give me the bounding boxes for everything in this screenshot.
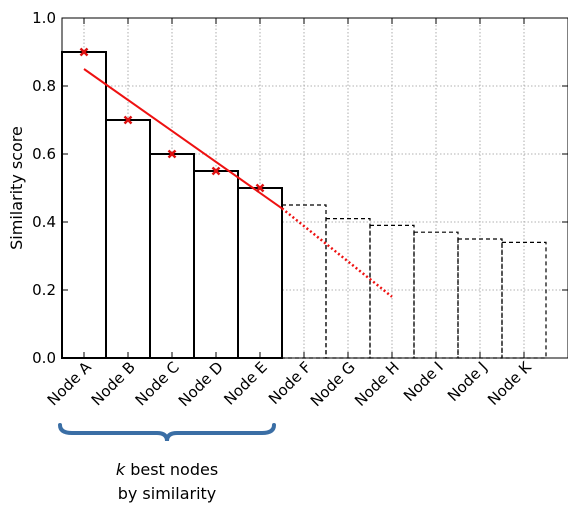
trend-line-dotted (281, 207, 393, 298)
marker-x-icon (167, 149, 177, 159)
y-tick-label: 0.8 (32, 77, 56, 95)
x-tick-label: Node E (220, 358, 270, 408)
x-tick-label: Node B (88, 358, 139, 409)
bars (61, 51, 547, 359)
annotation-line-1-rest: best nodes (125, 460, 218, 479)
marker-stroke (123, 115, 133, 125)
bar-node-b (105, 119, 151, 359)
bar-node-d (193, 170, 239, 359)
y-tick-label: 1.0 (32, 9, 56, 27)
x-tick-label: Node G (307, 358, 359, 410)
bar-node-a (61, 51, 107, 359)
y-axis-label: Similarity score (7, 126, 26, 250)
marker-stroke (211, 166, 221, 176)
annotation-k-symbol: k (116, 460, 126, 479)
y-tick-label: 0.0 (32, 349, 56, 367)
y-tick-label: 0.4 (32, 213, 56, 231)
x-tick-label: Node K (484, 357, 536, 409)
y-tick-label: 0.6 (32, 145, 56, 163)
annotation-line-1: k best nodes (116, 460, 218, 479)
x-tick-label: Node F (265, 358, 315, 408)
marker-x-icon (123, 115, 133, 125)
annotation-line-2: by similarity (118, 484, 217, 503)
marker-x-icon (79, 47, 89, 57)
curly-brace-icon (58, 423, 276, 442)
marker-stroke (79, 47, 89, 57)
x-tick-label: Node C (132, 358, 183, 409)
trend-line-solid (83, 68, 283, 210)
marker-x-icon (255, 183, 265, 193)
y-tick-label: 0.2 (32, 281, 56, 299)
score-markers (79, 47, 265, 193)
marker-x-icon (211, 166, 221, 176)
bar-node-k (501, 241, 547, 359)
marker-stroke (167, 149, 177, 159)
x-tick-label: Node H (351, 358, 403, 410)
trend-line (83, 68, 393, 298)
y-axis-ticks: 0.0 0.2 0.4 0.6 0.8 1.0 (32, 9, 568, 367)
marker-stroke (255, 183, 265, 193)
bar-node-e (237, 187, 283, 359)
x-tick-label: Node D (175, 358, 227, 410)
x-tick-label: Node J (444, 358, 491, 405)
plot-frame (61, 17, 568, 359)
x-tick-label: Node I (400, 358, 447, 405)
bar-node-c (149, 153, 195, 359)
